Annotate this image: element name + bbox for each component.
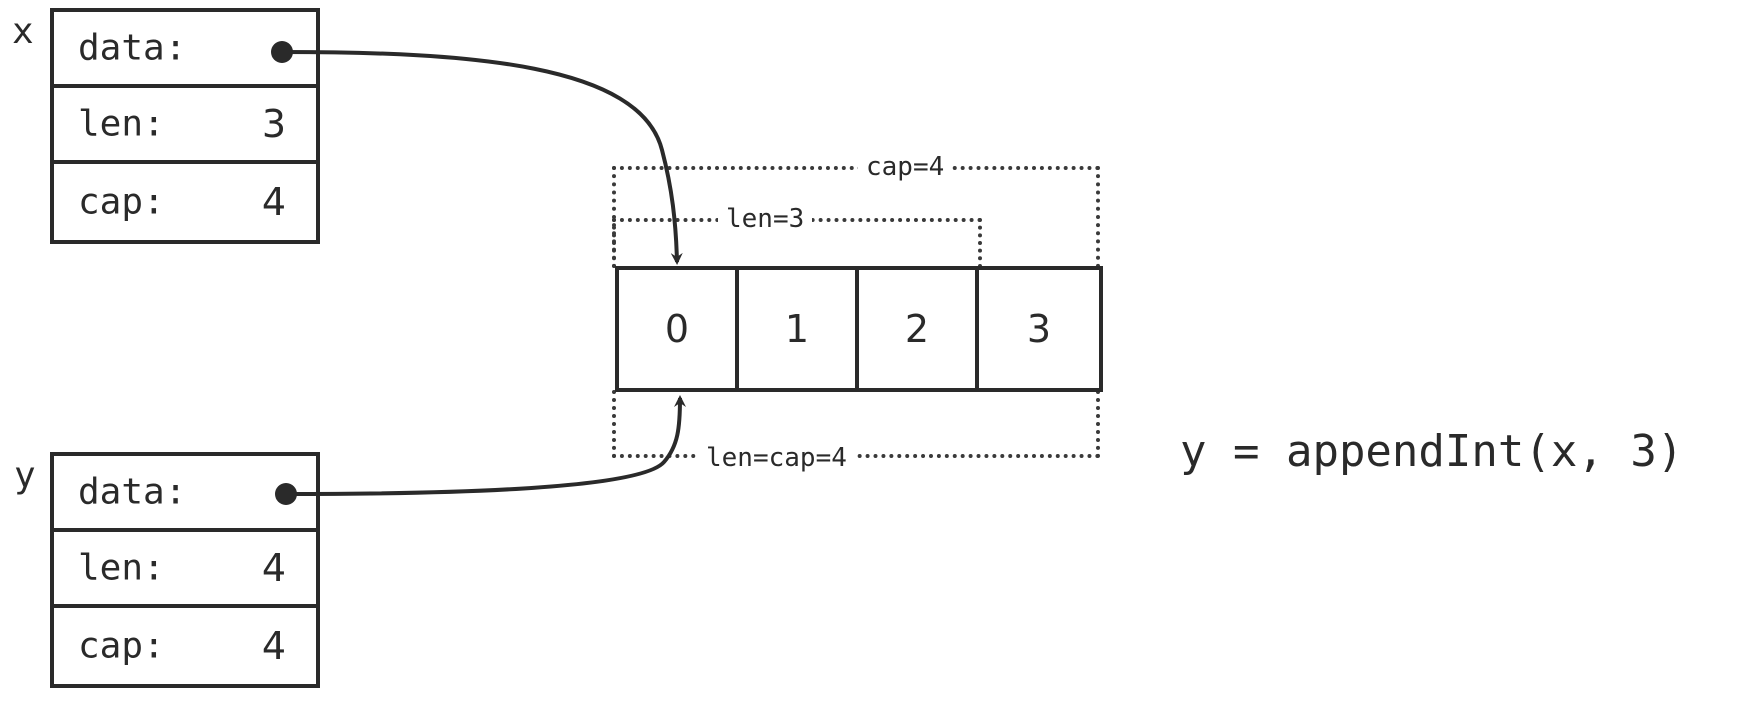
x-variable-label: x	[12, 11, 34, 52]
y-data-field: data:	[54, 456, 316, 532]
y-pointer-arrow-icon	[285, 395, 686, 496]
x-pointer-arrow-icon	[281, 50, 683, 265]
x-len-field: len: 3	[54, 88, 316, 164]
y-cap-value: 4	[261, 624, 286, 668]
y-cap-label: cap:	[78, 625, 165, 667]
x-len-bound-label: len=3	[718, 204, 813, 234]
y-len-cap-bound-label: len=cap=4	[698, 443, 855, 473]
x-data-label: data:	[78, 27, 187, 69]
x-len-label: len:	[78, 103, 165, 145]
underlying-array: 0 1 2 3	[615, 266, 1103, 392]
y-len-field: len: 4	[54, 532, 316, 608]
array-cell: 3	[1026, 307, 1052, 351]
append-expression: y = appendInt(x, 3)	[1180, 426, 1684, 477]
y-cap-field: cap: 4	[54, 608, 316, 684]
x-slice-header: data: len: 3 cap: 4	[50, 8, 320, 244]
y-data-pointer	[275, 395, 686, 505]
y-len-label: len:	[78, 547, 165, 589]
x-cap-label: cap:	[78, 181, 165, 223]
array-cell: 1	[739, 270, 859, 388]
x-cap-bound	[612, 166, 1100, 268]
x-cap-value: 4	[261, 180, 286, 224]
y-data-label: data:	[78, 471, 187, 513]
array-cell: 0	[619, 270, 739, 388]
x-cap-field: cap: 4	[54, 164, 316, 240]
y-variable-label: y	[14, 455, 36, 496]
x-data-field: data:	[54, 12, 316, 88]
y-len-cap-bound	[612, 390, 1100, 458]
y-len-value: 4	[261, 546, 286, 590]
y-slice-header: data: len: 4 cap: 4	[50, 452, 320, 688]
x-len-value: 3	[261, 102, 286, 146]
array-cell: 2	[859, 270, 979, 388]
x-cap-bound-label: cap=4	[858, 152, 953, 182]
x-data-pointer	[271, 41, 683, 265]
